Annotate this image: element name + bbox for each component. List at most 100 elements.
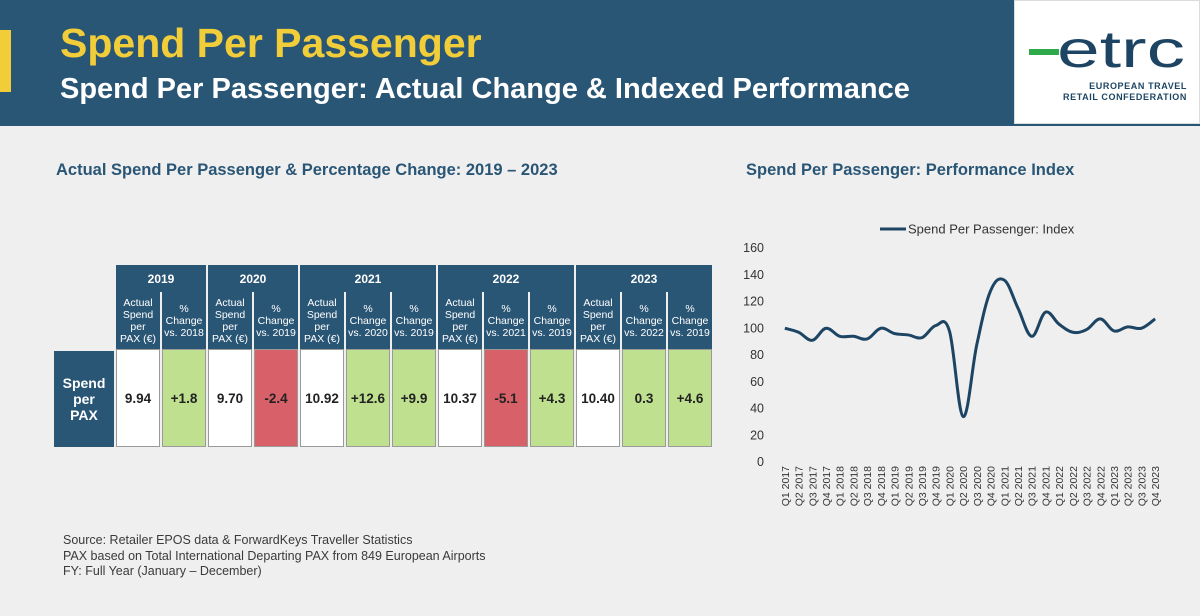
column-header-line: Spend: [122, 308, 154, 321]
x-tick-label: Q3 2020: [972, 466, 984, 506]
column-header-line: per: [314, 320, 330, 333]
year-header-2019: 2019: [116, 265, 206, 292]
footer-fy-note: FY: Full Year (January – December): [63, 564, 262, 578]
x-tick-label: Q1 2021: [999, 466, 1011, 506]
header-accent-bar: [0, 30, 11, 92]
table-corner: [54, 265, 114, 292]
table-section-title: Actual Spend Per Passenger & Percentage …: [56, 161, 558, 179]
x-tick-label: Q3 2019: [917, 466, 929, 506]
x-tick-label: Q4 2017: [821, 466, 833, 506]
column-header-line: %: [363, 302, 373, 315]
column-header: % Change vs. 2019: [254, 292, 298, 349]
etrc-logo: etrc EUROPEAN TRAVEL RETAIL CONFEDERATIO…: [1014, 0, 1200, 124]
value-cell-2020-1: -2.4: [254, 349, 298, 447]
x-tick-label: Q4 2019: [931, 466, 943, 506]
column-header-line: %: [409, 302, 419, 315]
logo-wordmark: etrc: [1057, 23, 1185, 77]
column-header-line: Change: [487, 314, 525, 327]
chart-section-title: Spend Per Passenger: Performance Index: [746, 161, 1075, 179]
column-header: % Change vs. 2019: [668, 292, 712, 349]
column-header-line: Change: [349, 314, 387, 327]
x-tick-label: Q1 2023: [1109, 466, 1121, 506]
x-tick-label: Q2 2020: [958, 466, 970, 506]
column-header-line: PAX (€): [120, 332, 156, 345]
column-header-line: vs. 2018: [164, 326, 204, 339]
column-header-line: Actual: [583, 296, 613, 309]
column-header-line: per: [130, 320, 146, 333]
column-header-line: PAX (€): [212, 332, 248, 345]
value-cell-2023-1: 0.3: [622, 349, 666, 447]
x-tick-label: Q3 2022: [1082, 466, 1094, 506]
table-subheader-row: Actual Spend per PAX (€)% Change vs. 2018 Actu…: [54, 292, 712, 349]
footer-notes: Source: Retailer EPOS data & ForwardKeys…: [63, 533, 485, 580]
x-tick-label: Q3 2023: [1136, 466, 1148, 506]
column-header-line: PAX (€): [304, 332, 340, 345]
x-tick-label: Q2 2017: [794, 466, 806, 506]
year-header-2021: 2021: [300, 265, 436, 292]
column-header: % Change vs. 2019: [530, 292, 574, 349]
column-header: % Change vs. 2021: [484, 292, 528, 349]
column-header-line: Change: [671, 314, 709, 327]
x-tick-label: Q1 2020: [944, 466, 956, 506]
column-header-line: vs. 2019: [256, 326, 296, 339]
column-header: Actual Spend per PAX (€): [300, 292, 344, 349]
value-cell-2023-0: 10.40: [576, 349, 620, 447]
x-tick-label: Q4 2021: [1040, 466, 1052, 506]
page-title: Spend Per Passenger: [60, 20, 482, 66]
x-tick-label: Q2 2019: [903, 466, 915, 506]
row-header-line: Spend: [62, 375, 106, 391]
column-header-line: vs. 2021: [486, 326, 526, 339]
y-tick-label: 160: [743, 241, 764, 255]
column-header: Actual Spend per PAX (€): [576, 292, 620, 349]
column-header-line: %: [179, 302, 189, 315]
value-cell-2019-0: 9.94: [116, 349, 160, 447]
column-header-line: Actual: [215, 296, 245, 309]
x-tick-label: Q1 2017: [780, 466, 792, 506]
column-header-line: Spend: [582, 308, 614, 321]
column-header-line: %: [685, 302, 695, 315]
page-subtitle: Spend Per Passenger: Actual Change & Ind…: [60, 73, 910, 105]
column-header-line: %: [639, 302, 649, 315]
table-year-row: 2019 2020 2021 2022 2023: [54, 265, 712, 292]
row-header-spend-per-pax: Spend per PAX: [54, 349, 114, 447]
column-header: % Change vs. 2022: [622, 292, 666, 349]
column-header-line: %: [547, 302, 557, 315]
column-header: Actual Spend per PAX (€): [208, 292, 252, 349]
column-header-line: Spend: [214, 308, 246, 321]
logo-line-1: EUROPEAN TRAVEL: [1089, 81, 1187, 91]
column-header-line: vs. 2019: [670, 326, 710, 339]
x-tick-label: Q1 2019: [890, 466, 902, 506]
column-header-line: per: [452, 320, 468, 333]
x-tick-label: Q1 2022: [1054, 466, 1066, 506]
column-header-line: Actual: [123, 296, 153, 309]
header-banner: Spend Per Passenger Spend Per Passenger:…: [0, 0, 1200, 126]
y-tick-label: 140: [743, 268, 764, 282]
row-header-line: PAX: [70, 407, 98, 423]
column-header-line: per: [590, 320, 606, 333]
x-tick-label: Q4 2022: [1095, 466, 1107, 506]
value-cell-2021-0: 10.92: [300, 349, 344, 447]
y-tick-label: 100: [743, 321, 764, 335]
row-header-line: per: [73, 391, 95, 407]
value-cell-2021-2: +9.9: [392, 349, 436, 447]
x-tick-label: Q3 2018: [862, 466, 874, 506]
column-header-line: Actual: [307, 296, 337, 309]
x-tick-label: Q2 2018: [848, 466, 860, 506]
column-header-line: Spend: [306, 308, 338, 321]
series-line-0: [784, 277, 1157, 419]
column-header-line: Change: [165, 314, 203, 327]
column-header-line: per: [222, 320, 238, 333]
logo-green-dash: [1029, 49, 1059, 55]
value-cell-2022-2: +4.3: [530, 349, 574, 447]
column-header-line: %: [501, 302, 511, 315]
column-header-line: PAX (€): [442, 332, 478, 345]
column-header-line: Change: [533, 314, 571, 327]
column-header-line: Spend: [444, 308, 476, 321]
y-tick-label: 0: [757, 455, 764, 469]
year-header-2023: 2023: [576, 265, 712, 292]
x-tick-label: Q4 2020: [986, 466, 998, 506]
x-tick-label: Q2 2021: [1013, 466, 1025, 506]
y-tick-label: 60: [750, 375, 764, 389]
value-cell-2022-0: 10.37: [438, 349, 482, 447]
